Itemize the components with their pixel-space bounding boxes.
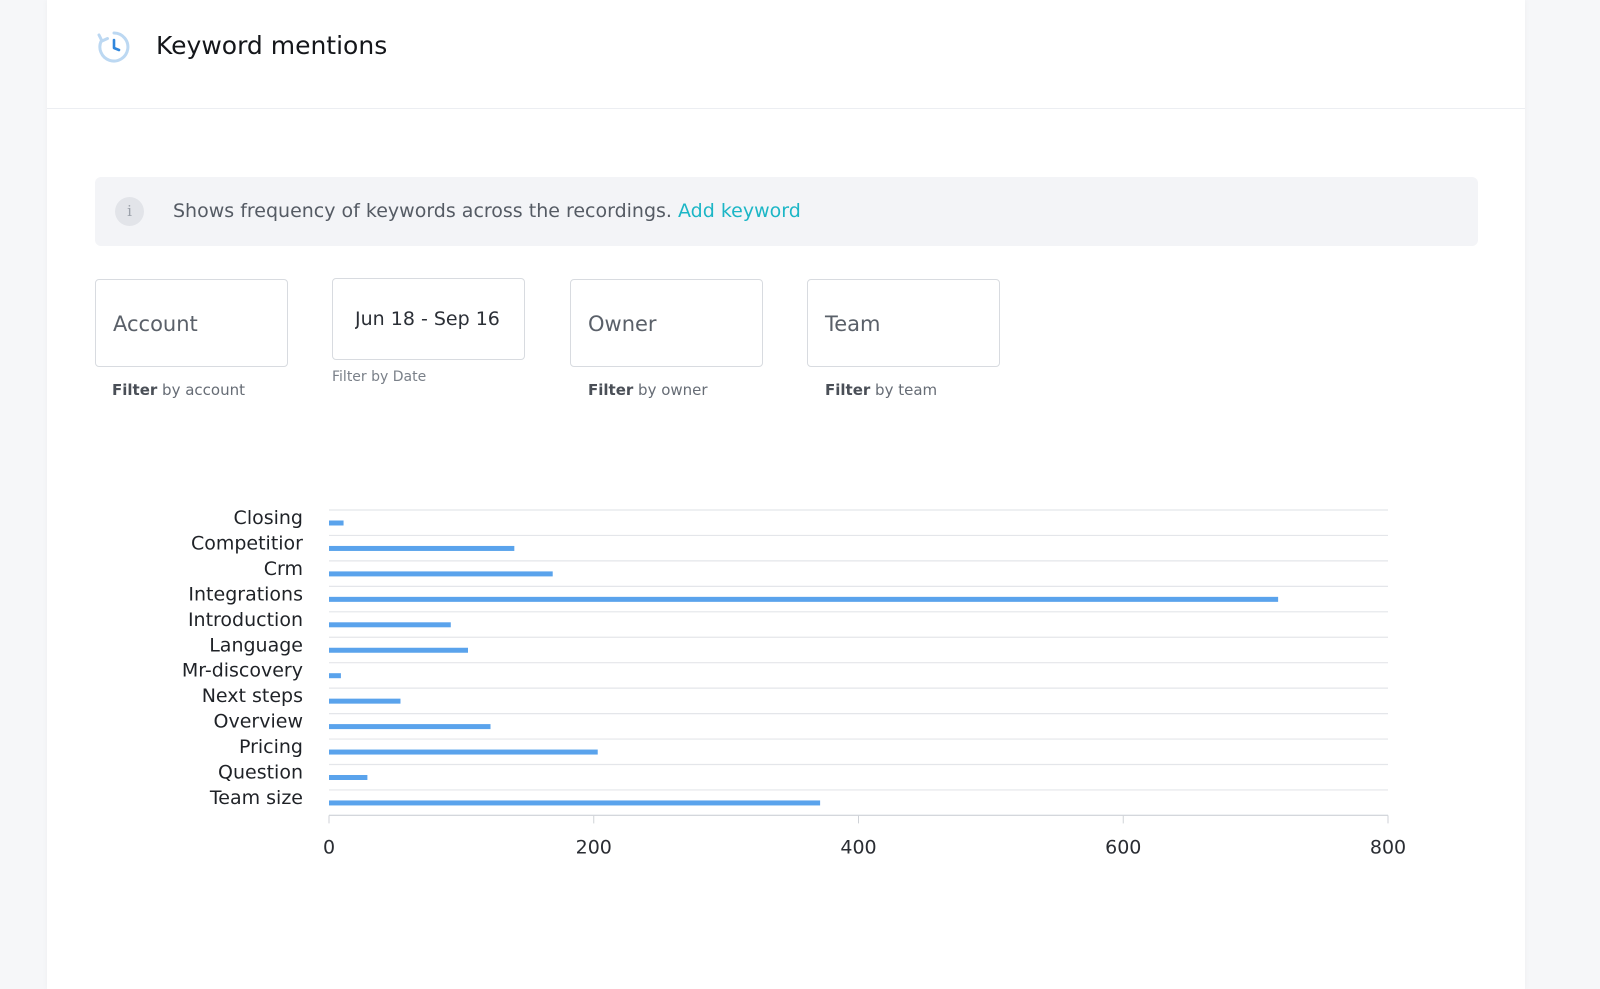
owner-filter[interactable]: Owner xyxy=(570,279,763,367)
category-label: Mr-discovery xyxy=(182,660,303,682)
info-text: Shows frequency of keywords across the r… xyxy=(173,177,801,246)
category-label: Team size xyxy=(209,787,303,809)
owner-hint-bold: Filter xyxy=(588,381,634,399)
owner-hint-rest: by owner xyxy=(633,381,708,399)
category-label: Introduction xyxy=(188,609,303,631)
date-range-value: Jun 18 - Sep 16 xyxy=(355,308,500,330)
keyword-bar-chart: 0 200 400 600 800 Closing Competitior Crm Integr… xyxy=(182,507,1406,858)
category-label: Next steps xyxy=(202,685,303,707)
team-hint-rest: by team xyxy=(870,381,938,399)
bar xyxy=(329,749,598,755)
keyword-mentions-panel: Keyword mentions i Shows frequency of ke… xyxy=(47,0,1525,989)
clock-history-icon xyxy=(97,31,130,63)
bar xyxy=(329,647,468,653)
x-tick-label: 600 xyxy=(1105,836,1141,858)
bar xyxy=(329,775,368,780)
bar xyxy=(329,545,515,551)
x-tick-label: 0 xyxy=(323,836,335,858)
team-filter-value: Team xyxy=(825,312,881,336)
category-label: Competitior xyxy=(191,532,303,554)
category-label: Question xyxy=(218,762,303,784)
category-label: Integrations xyxy=(188,583,303,605)
date-range-filter[interactable]: Jun 18 - Sep 16 xyxy=(332,278,525,360)
category-label: Pricing xyxy=(239,736,303,758)
x-tick-label: 200 xyxy=(576,836,612,858)
panel-header: Keyword mentions xyxy=(47,0,1525,109)
team-hint-bold: Filter xyxy=(825,381,871,399)
bar xyxy=(329,571,553,577)
team-filter-hint: Filter by team xyxy=(825,381,937,399)
category-label: Language xyxy=(209,634,303,656)
bar xyxy=(329,800,821,806)
date-filter-hint: Filter by Date xyxy=(332,369,427,385)
info-banner: i Shows frequency of keywords across the… xyxy=(95,177,1478,246)
category-label: Overview xyxy=(214,711,303,733)
account-filter[interactable]: Account xyxy=(95,279,288,367)
account-hint-bold: Filter xyxy=(112,381,158,399)
bar xyxy=(329,673,341,679)
bar xyxy=(329,622,451,628)
page-title: Keyword mentions xyxy=(156,31,388,60)
info-description: Shows frequency of keywords across the r… xyxy=(173,200,679,222)
account-filter-value: Account xyxy=(113,312,198,336)
bar xyxy=(329,520,344,526)
team-filter[interactable]: Team xyxy=(807,279,1000,367)
bar xyxy=(329,698,401,704)
bar xyxy=(329,724,491,730)
account-hint-rest: by account xyxy=(157,381,245,399)
owner-filter-value: Owner xyxy=(588,312,657,336)
category-label: Crm xyxy=(264,558,303,580)
account-filter-hint: Filter by account xyxy=(112,381,245,399)
info-icon: i xyxy=(115,197,144,226)
owner-filter-hint: Filter by owner xyxy=(588,381,708,399)
bar xyxy=(329,596,1279,602)
x-tick-label: 400 xyxy=(840,836,876,858)
x-tick-label: 800 xyxy=(1370,836,1406,858)
add-keyword-link[interactable]: Add keyword xyxy=(678,200,801,222)
category-label: Closing xyxy=(234,507,303,529)
